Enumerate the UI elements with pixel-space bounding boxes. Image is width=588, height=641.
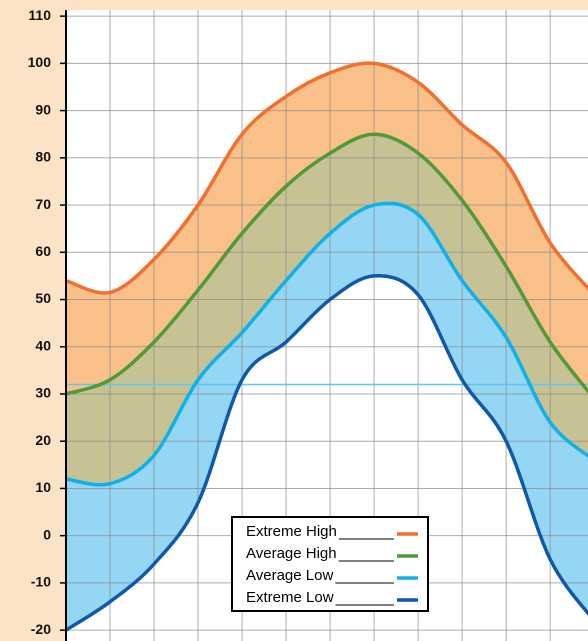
band-fill	[66, 63, 588, 394]
y-tick-label: 30	[35, 385, 51, 401]
y-tick-label: 20	[35, 432, 51, 448]
y-tick-label: -10	[31, 574, 51, 590]
y-tick-label: 0	[43, 526, 51, 542]
band-fill	[66, 203, 588, 631]
y-tick-label: 100	[28, 54, 52, 70]
y-tick-label: -20	[31, 621, 51, 637]
legend-label: Extreme Low	[246, 589, 334, 606]
y-tick-label: 50	[35, 290, 51, 306]
legend-label: Extreme High	[246, 523, 337, 540]
band-fill	[66, 275, 588, 641]
series-line	[66, 201, 588, 487]
legend-label: Average High	[246, 545, 337, 562]
band-fill	[66, 134, 588, 485]
y-tick-label: 40	[35, 337, 51, 353]
legend-label: Average Low	[246, 567, 333, 584]
y-tick-label: 80	[35, 149, 51, 165]
series-line	[66, 132, 588, 396]
y-tick-label: 70	[35, 196, 51, 212]
legend-box	[231, 516, 429, 612]
series-line	[66, 61, 588, 295]
y-tick-label: 110	[28, 7, 51, 23]
overlay: -20 -10 0 10 20 30 40 50 60 70 80 90 100 110 Extreme H…	[28, 7, 429, 641]
y-tick-label: 10	[35, 479, 51, 495]
y-tick-label: 60	[35, 243, 51, 259]
y-tick-label: 90	[35, 101, 51, 117]
series-line	[66, 274, 588, 632]
